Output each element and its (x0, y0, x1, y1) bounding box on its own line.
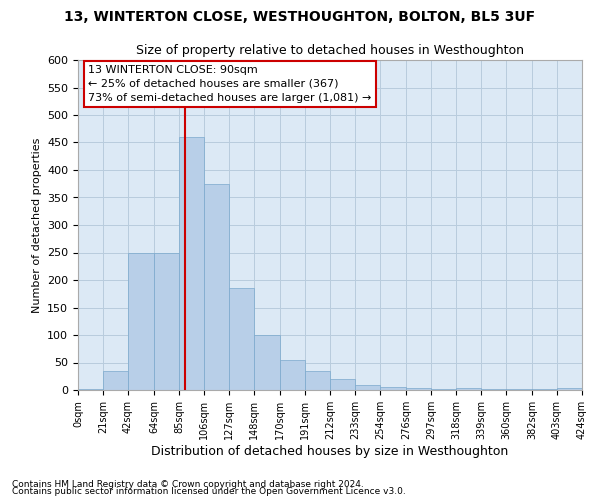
Bar (128, 252, 154, 390)
Text: 13, WINTERTON CLOSE, WESTHOUGHTON, BOLTON, BL5 3UF: 13, WINTERTON CLOSE, WESTHOUGHTON, BOLTO… (64, 10, 536, 24)
Bar (229, 288, 254, 390)
Text: Contains HM Land Registry data © Crown copyright and database right 2024.: Contains HM Land Registry data © Crown c… (12, 480, 364, 489)
Bar (254, 335, 280, 390)
Bar (305, 371, 330, 390)
Title: Size of property relative to detached houses in Westhoughton: Size of property relative to detached ho… (136, 44, 524, 58)
Bar (355, 384, 380, 390)
Bar (406, 388, 431, 390)
Bar (557, 388, 582, 390)
Text: Contains public sector information licensed under the Open Government Licence v3: Contains public sector information licen… (12, 487, 406, 496)
X-axis label: Distribution of detached houses by size in Westhoughton: Distribution of detached houses by size … (151, 444, 509, 458)
Bar (78, 389, 103, 390)
Bar (380, 387, 406, 390)
Y-axis label: Number of detached properties: Number of detached properties (32, 138, 41, 312)
Bar (330, 379, 355, 390)
Bar (280, 360, 305, 390)
Text: 13 WINTERTON CLOSE: 90sqm
← 25% of detached houses are smaller (367)
73% of semi: 13 WINTERTON CLOSE: 90sqm ← 25% of detac… (88, 65, 371, 103)
Bar (456, 388, 481, 390)
Bar (431, 389, 456, 390)
Bar (154, 252, 179, 390)
Bar (103, 371, 128, 390)
Bar (204, 184, 229, 390)
Bar (179, 137, 204, 390)
